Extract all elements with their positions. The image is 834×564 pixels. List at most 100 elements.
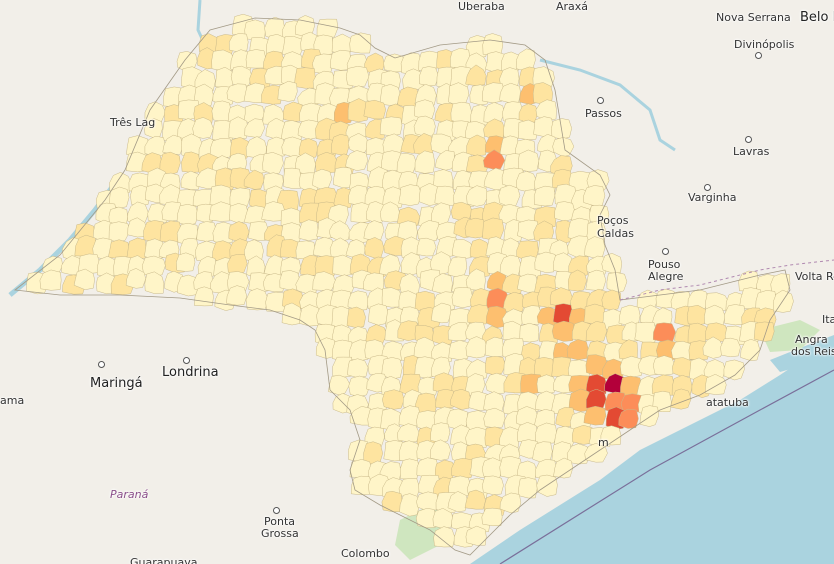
municipality[interactable] xyxy=(413,115,436,137)
municipality[interactable] xyxy=(447,322,470,342)
municipality[interactable] xyxy=(481,457,503,479)
municipality[interactable] xyxy=(466,359,489,380)
municipality[interactable] xyxy=(398,405,421,427)
municipality[interactable] xyxy=(347,133,369,154)
municipality[interactable] xyxy=(583,303,606,325)
municipality[interactable] xyxy=(108,239,130,259)
sao-paulo-municipalities[interactable] xyxy=(26,13,794,548)
municipality[interactable] xyxy=(518,477,538,499)
municipality[interactable] xyxy=(314,255,339,277)
municipality[interactable] xyxy=(365,201,386,223)
municipality[interactable] xyxy=(312,271,337,291)
municipality[interactable] xyxy=(244,19,266,41)
municipality[interactable] xyxy=(414,150,436,174)
municipality[interactable] xyxy=(228,221,250,243)
municipality[interactable] xyxy=(517,422,538,443)
municipality[interactable] xyxy=(536,374,557,395)
municipality[interactable] xyxy=(262,152,284,175)
municipality[interactable] xyxy=(73,268,95,290)
municipality[interactable] xyxy=(159,151,181,175)
municipality[interactable] xyxy=(193,83,214,108)
municipality[interactable] xyxy=(176,204,199,226)
municipality[interactable] xyxy=(398,440,420,462)
municipality[interactable] xyxy=(208,201,233,222)
municipality[interactable] xyxy=(379,84,401,106)
municipality[interactable] xyxy=(515,171,537,192)
municipality[interactable] xyxy=(534,422,558,444)
municipality[interactable] xyxy=(197,256,218,277)
municipality[interactable] xyxy=(652,322,676,343)
municipality[interactable] xyxy=(534,251,558,273)
municipality[interactable] xyxy=(347,290,369,311)
municipality[interactable] xyxy=(416,491,439,512)
municipality[interactable] xyxy=(345,150,369,171)
municipality[interactable] xyxy=(435,150,455,171)
municipality[interactable] xyxy=(281,120,304,141)
municipality[interactable] xyxy=(283,167,302,189)
municipality[interactable] xyxy=(450,201,473,222)
municipality[interactable] xyxy=(467,304,490,325)
municipality[interactable] xyxy=(108,221,131,243)
municipality[interactable] xyxy=(350,475,372,496)
municipality[interactable] xyxy=(364,237,385,259)
municipality[interactable] xyxy=(652,391,672,412)
municipality[interactable] xyxy=(567,269,587,292)
municipality[interactable] xyxy=(398,184,422,206)
municipality[interactable] xyxy=(481,507,503,527)
municipality[interactable] xyxy=(452,238,475,260)
municipality[interactable] xyxy=(465,525,487,546)
municipality[interactable] xyxy=(601,289,622,311)
municipality[interactable] xyxy=(482,217,505,241)
municipality[interactable] xyxy=(347,358,369,378)
municipality[interactable] xyxy=(399,458,420,480)
municipality[interactable] xyxy=(433,526,456,548)
municipality[interactable] xyxy=(298,138,319,159)
municipality[interactable] xyxy=(553,374,572,394)
municipality[interactable] xyxy=(298,219,319,241)
municipality[interactable] xyxy=(447,491,469,513)
municipality[interactable] xyxy=(450,388,472,410)
municipality[interactable] xyxy=(753,321,775,342)
municipality[interactable] xyxy=(209,138,233,158)
municipality[interactable] xyxy=(483,149,506,170)
municipality[interactable] xyxy=(176,252,196,272)
municipality[interactable] xyxy=(585,373,607,396)
municipality[interactable] xyxy=(451,287,473,309)
municipality[interactable] xyxy=(431,302,452,324)
municipality[interactable] xyxy=(568,255,590,277)
municipality[interactable] xyxy=(192,117,214,139)
municipality[interactable] xyxy=(503,219,523,243)
municipality[interactable] xyxy=(566,443,590,465)
municipality[interactable] xyxy=(466,185,489,207)
municipality[interactable] xyxy=(414,356,437,379)
municipality[interactable] xyxy=(126,237,147,259)
municipality[interactable] xyxy=(553,457,574,479)
municipality[interactable] xyxy=(315,151,339,174)
municipality[interactable] xyxy=(634,321,657,344)
municipality[interactable] xyxy=(533,206,557,229)
municipality[interactable] xyxy=(601,253,622,274)
municipality[interactable] xyxy=(702,336,724,359)
municipality[interactable] xyxy=(434,185,456,207)
municipality[interactable] xyxy=(244,118,265,138)
municipality[interactable] xyxy=(686,305,708,325)
municipality[interactable] xyxy=(181,151,201,173)
municipality[interactable] xyxy=(141,255,166,277)
municipality[interactable] xyxy=(464,489,486,510)
municipality[interactable] xyxy=(109,186,130,209)
municipality[interactable] xyxy=(363,220,385,241)
municipality[interactable] xyxy=(328,374,351,396)
municipality[interactable] xyxy=(382,133,405,155)
municipality[interactable] xyxy=(277,80,298,102)
municipality[interactable] xyxy=(450,101,473,124)
municipality[interactable] xyxy=(720,337,741,358)
municipality[interactable] xyxy=(620,356,644,378)
municipality[interactable] xyxy=(419,66,439,87)
municipality[interactable] xyxy=(586,255,608,276)
municipality[interactable] xyxy=(465,426,488,448)
municipality[interactable] xyxy=(180,170,201,190)
municipality[interactable] xyxy=(639,405,659,427)
municipality[interactable] xyxy=(517,391,540,413)
municipality[interactable] xyxy=(345,66,370,88)
